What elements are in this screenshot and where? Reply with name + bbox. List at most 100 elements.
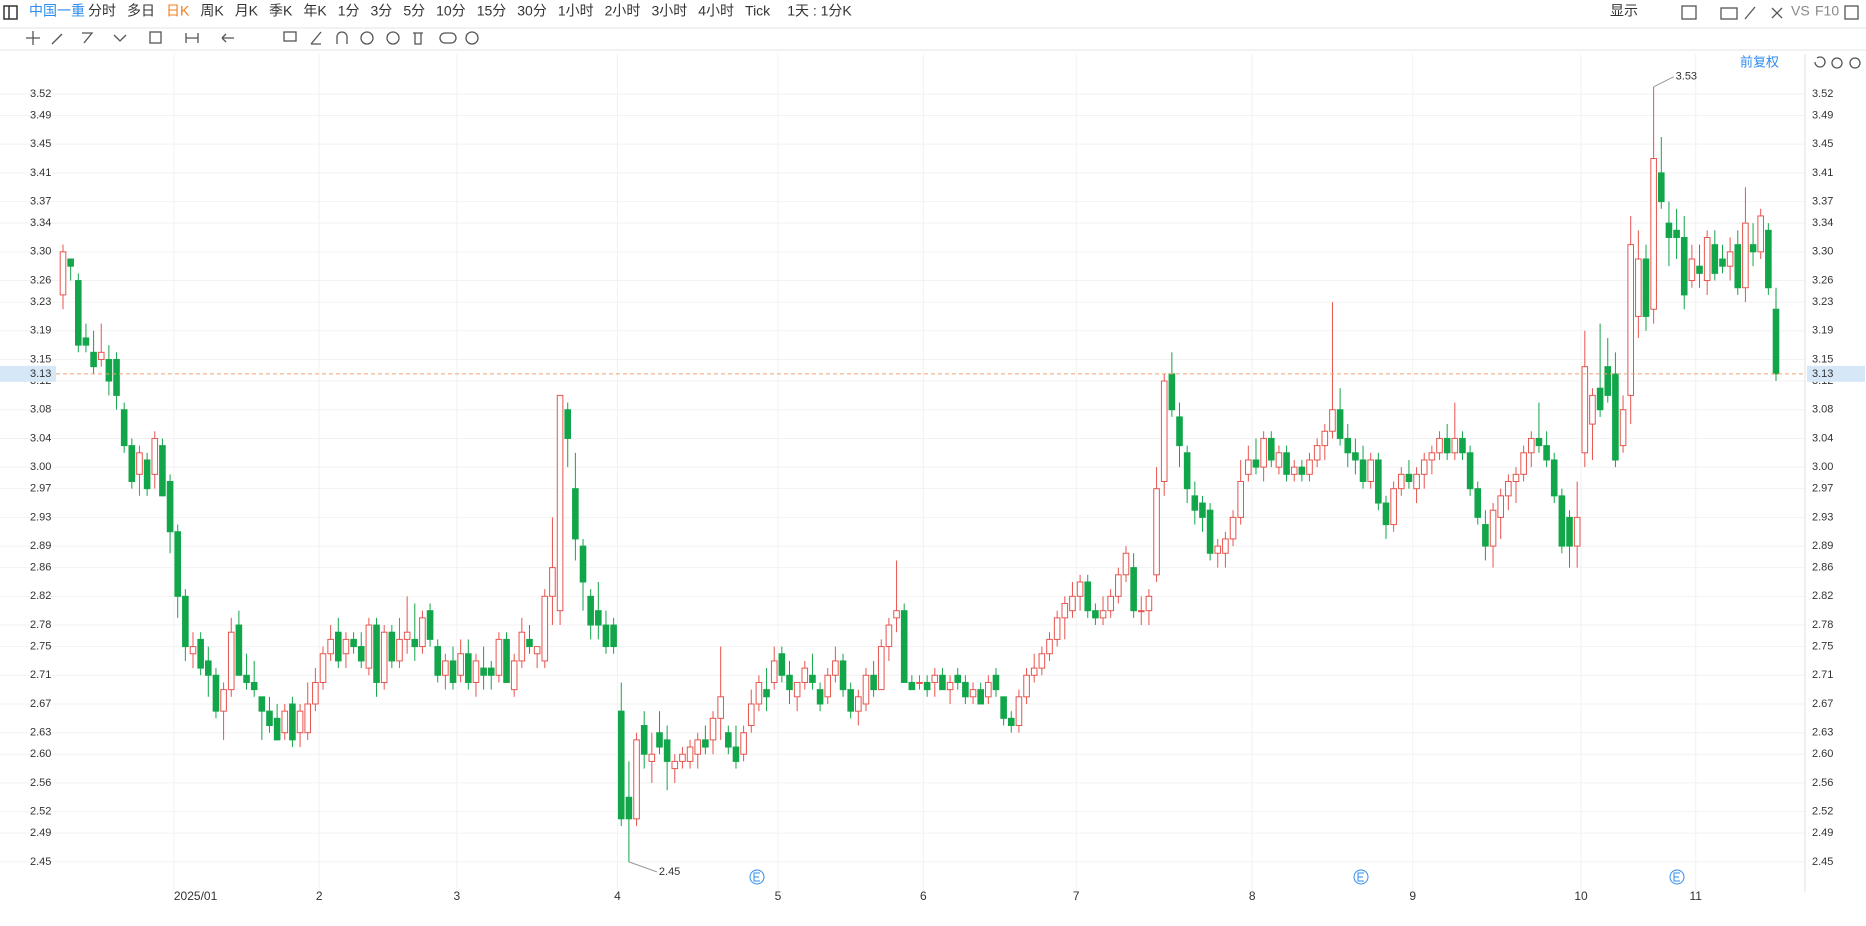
candle-body (1489, 509, 1497, 547)
reset-icon[interactable] (1814, 56, 1826, 68)
vs-button[interactable]: VS (1791, 3, 1810, 19)
period-tab[interactable]: 3分 (371, 3, 393, 19)
candle-body (816, 689, 824, 705)
period-tab[interactable]: 季K (269, 3, 293, 19)
candle-body (587, 595, 594, 626)
channel-tool[interactable] (82, 32, 94, 44)
candle-body (1084, 581, 1092, 612)
candle-body (1153, 488, 1160, 576)
candle-body (128, 445, 136, 483)
fullscreen-icon[interactable] (1771, 7, 1783, 19)
pattern-tool[interactable] (149, 31, 162, 44)
candle-body (1245, 459, 1252, 475)
candle-body (1688, 258, 1696, 282)
toggle-tool[interactable] (439, 32, 457, 44)
candle-body (327, 638, 334, 655)
candle-body (1329, 409, 1336, 432)
x-tick-label: 3 (453, 889, 460, 903)
period-tab[interactable]: 1小时 (558, 3, 594, 19)
candle-body (113, 358, 120, 396)
period-tab[interactable]: 15分 (477, 3, 507, 19)
candle-body (793, 681, 801, 698)
y-tick-label: 2.75 (30, 640, 51, 652)
panel-icon[interactable] (1844, 5, 1859, 20)
zoom-in-icon[interactable] (1849, 57, 1861, 69)
measure-tool[interactable] (185, 33, 199, 43)
period-tab[interactable]: 3小时 (651, 3, 687, 19)
candle-body (962, 681, 969, 698)
candle-body (1512, 473, 1520, 482)
period-tab[interactable]: 多日 (127, 3, 155, 19)
period-tab[interactable]: 5分 (403, 3, 425, 19)
adjust-label[interactable]: 前复权 (1740, 54, 1779, 69)
period-tab[interactable]: 10分 (436, 3, 466, 19)
y-tick-label-right: 2.52 (1812, 806, 1833, 818)
period-tab[interactable]: 日K (166, 3, 190, 19)
wave-tool[interactable] (113, 34, 127, 42)
event-icon[interactable] (749, 869, 765, 885)
candle-body (227, 631, 235, 691)
period-tab[interactable]: 1分 (338, 3, 360, 19)
camera-icon[interactable] (1720, 7, 1738, 20)
period-tab[interactable]: 月K (235, 3, 259, 19)
candle-body (640, 725, 648, 755)
eye-tool[interactable] (360, 31, 374, 45)
zoom-out-icon[interactable] (1831, 57, 1843, 69)
candle-body (350, 638, 357, 648)
settings-tool[interactable] (465, 31, 479, 45)
candle-body (67, 258, 74, 267)
display-menu[interactable]: 显示 (1610, 3, 1638, 19)
f10-button[interactable]: F10 (1815, 3, 1839, 19)
candle-body (220, 689, 227, 712)
sidebar-toggle[interactable] (3, 5, 18, 20)
x-tick-label: 4 (614, 889, 621, 903)
y-tick-label-right: 3.52 (1812, 88, 1833, 100)
arrow-tool[interactable] (221, 33, 234, 43)
period-tab[interactable]: Tick (745, 3, 771, 19)
delete-tool[interactable] (413, 32, 423, 45)
candle-body (801, 667, 809, 683)
period-tab[interactable]: 2小时 (605, 3, 641, 19)
angle-tool[interactable] (310, 31, 322, 45)
candle-body (1596, 387, 1604, 411)
move-tool[interactable] (26, 31, 40, 45)
candle-body (472, 660, 480, 683)
y-tick-label-right: 2.71 (1812, 669, 1833, 681)
candle-body (1619, 409, 1627, 447)
candle-body (579, 545, 587, 583)
period-tab[interactable]: 4小时 (698, 3, 734, 19)
y-tick-label: 3.41 (30, 167, 51, 179)
layout-icon[interactable] (1681, 5, 1697, 20)
y-tick-label-right: 2.82 (1812, 590, 1833, 602)
candle-body (1007, 717, 1015, 727)
edit-icon[interactable] (1744, 6, 1756, 20)
period-tab[interactable]: 周K (200, 3, 224, 19)
magnet-tool[interactable] (336, 31, 348, 44)
candle-body (304, 703, 312, 734)
candle-body (1290, 466, 1298, 475)
candle-body (663, 739, 671, 762)
event-icon[interactable] (1669, 869, 1685, 885)
stock-name[interactable]: 中国一重 (29, 3, 85, 19)
period-tab[interactable]: 年K (303, 3, 327, 19)
event-icon[interactable] (1353, 869, 1369, 885)
candle-body (388, 631, 396, 662)
candle-body (870, 674, 877, 691)
candle-body (365, 624, 373, 669)
line-tool[interactable] (51, 33, 63, 45)
y-tick-label: 2.78 (30, 619, 51, 631)
lock-tool[interactable] (386, 31, 400, 45)
last-price-label: 3.13 (30, 368, 51, 380)
period-select[interactable]: 1天 : 1分K (787, 3, 852, 19)
candle-body (939, 674, 946, 691)
y-tick-label: 2.82 (30, 590, 51, 602)
y-tick-label-right: 3.15 (1812, 353, 1833, 365)
candle-body (1711, 244, 1719, 274)
period-tab[interactable]: 分时 (88, 3, 116, 19)
y-tick-label-right: 3.45 (1812, 138, 1833, 150)
y-tick-label-right: 3.34 (1812, 217, 1833, 229)
candle-body (1137, 610, 1145, 613)
candle-body (679, 753, 686, 762)
note-tool[interactable] (283, 31, 297, 42)
period-tab[interactable]: 30分 (517, 3, 547, 19)
